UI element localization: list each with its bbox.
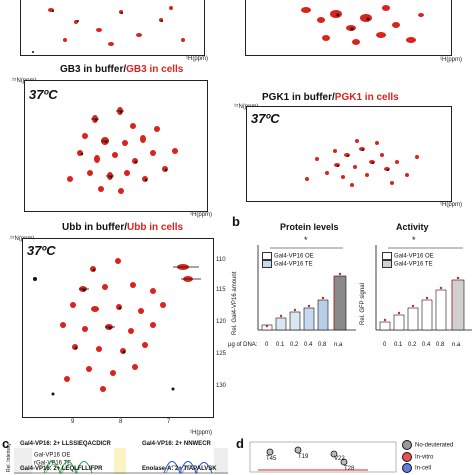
gb3-spectrum-peaks (67, 107, 178, 194)
activity-xtick: 0.1 (394, 342, 403, 348)
ubb-ytick: 110 (216, 257, 226, 263)
ubb-ytick: 125 (216, 351, 227, 357)
panel-d-structures (249, 441, 397, 473)
gb3-title-black: GB3 in buffer/ (60, 64, 127, 75)
axis-label-h-top-right: ¹H(ppm) (440, 57, 462, 63)
protein-levels-legend: Gal4-VP16 OE Gal4-VP16 TE (262, 252, 314, 268)
residue-label: T19 (298, 454, 309, 460)
panel-c-title-2: Gal4-VP16: 2+ NNWECR (142, 441, 211, 447)
panel-d-letter: d (236, 436, 244, 451)
pgk1-axis-h-label: ¹H(ppm) (440, 202, 462, 208)
activity-ylabel: Rel. GFP signal (360, 283, 366, 325)
legend-item-te: Gal4-VP16 TE (382, 260, 434, 268)
gb3-spectrum-panel: 37ºC (24, 80, 208, 212)
pgk1-spectrum-panel: 37ºC (246, 106, 452, 202)
panel-c-letter: c (2, 436, 10, 451)
protein-levels-chart (257, 245, 356, 331)
activity-title: Activity (396, 222, 429, 232)
protein-levels-ylabel: Rel. Gal4-VP16 amount (232, 271, 238, 335)
protein-xtick: 0.8 (318, 342, 327, 348)
gb3-title-red: GB3 in cells (126, 64, 184, 75)
activity-legend: Gal4-VP16 OE Gal4-VP16 TE (382, 252, 434, 268)
activity-chart (375, 245, 472, 331)
ubb-ytick: 115 (216, 287, 226, 293)
pgk1-title-red: PGK1 in cells (334, 92, 399, 103)
panel-c-traces (14, 448, 228, 474)
ubb-axis-h-label: ¹H(ppm) (190, 430, 212, 436)
spectrum-peaks-top-right (301, 5, 424, 45)
panel-b-xlabel: µg of DNA: (228, 342, 258, 348)
ubb-ytick: 120 (216, 319, 227, 325)
ubb-title-black: Ubb in buffer/ (62, 222, 127, 233)
legend-item-oe: Gal4-VP16 OE (262, 252, 314, 260)
residue-label: T28 (344, 466, 355, 472)
pgk1-panel-title: PGK1 in buffer/PGK1 in cells (262, 92, 399, 103)
residue-label: T45 (266, 456, 277, 462)
gb3-temperature: 37ºC (29, 87, 58, 102)
protein-xtick: 0.4 (304, 342, 313, 348)
ubb-title-red: Ubb in cells (127, 222, 184, 233)
panel-c-title-3: Gal4-VP16: 2+ LEQLFLLIFPR (20, 466, 103, 472)
protein-xtick: 0.2 (290, 342, 299, 348)
legend-item-te: Gal4-VP16 TE (262, 260, 314, 268)
activity-xtick: 0.4 (422, 342, 431, 348)
spectrum-peaks-top-left (32, 6, 185, 53)
activity-xtick: n.a (452, 342, 461, 348)
legend-item-oe: Gal4-VP16 OE (382, 252, 434, 260)
ubb-xtick: 9 (71, 419, 75, 425)
panel-c-title-1: Gal4-VP16: 2+ LLSSIEQACDICR (20, 441, 111, 447)
pgk1-spectrum-peaks (305, 139, 419, 187)
protein-xtick: n.a (334, 342, 343, 348)
spectrum-panel-top-right (245, 0, 452, 56)
ubb-xtick: 8 (119, 419, 123, 425)
pgk1-title-black: PGK1 in buffer/ (262, 92, 335, 103)
gb3-panel-title: GB3 in buffer/GB3 in cells (60, 64, 183, 75)
ubb-ytick: 130 (216, 383, 227, 389)
protein-levels-title: Protein levels (280, 222, 339, 232)
pgk1-temperature: 37ºC (251, 111, 280, 126)
ubb-xtick: 7 (167, 419, 171, 425)
ubb-spectrum-peaks (33, 258, 201, 396)
panel-c-ylabel: Rel. Intensity (6, 443, 12, 472)
legend-item-no-deuterated: No-deuterated (402, 440, 453, 452)
legend-item-in-cell: In-cell (402, 463, 453, 475)
spectrum-panel-top-left (20, 0, 205, 56)
protein-xtick: 0 (265, 342, 269, 348)
activity-xtick: 0.2 (408, 342, 417, 348)
residue-label: V22 (334, 456, 345, 462)
activity-xtick: 0.8 (436, 342, 445, 348)
panel-d-legend: No-deuterated In-vitro In-cell (402, 440, 453, 475)
protein-xtick: 0.1 (276, 342, 285, 348)
ubb-temperature: 37ºC (27, 243, 56, 258)
activity-sig: * (412, 235, 416, 245)
panel-c-title-4: Enolase-A: 2+ TIAPALVSK (142, 466, 217, 472)
axis-label-h-top-left: ¹H(ppm) (186, 56, 208, 62)
legend-item-in-vitro: In-vitro (402, 451, 453, 464)
panel-b-letter: b (232, 214, 240, 229)
ubb-spectrum-panel: 37ºC 110 115 120 125 (22, 238, 226, 425)
protein-levels-sig: * (304, 235, 308, 245)
gb3-axis-h-label: ¹H(ppm) (190, 212, 212, 218)
activity-xtick: 0 (383, 342, 387, 348)
ubb-panel-title: Ubb in buffer/Ubb in cells (62, 222, 183, 233)
